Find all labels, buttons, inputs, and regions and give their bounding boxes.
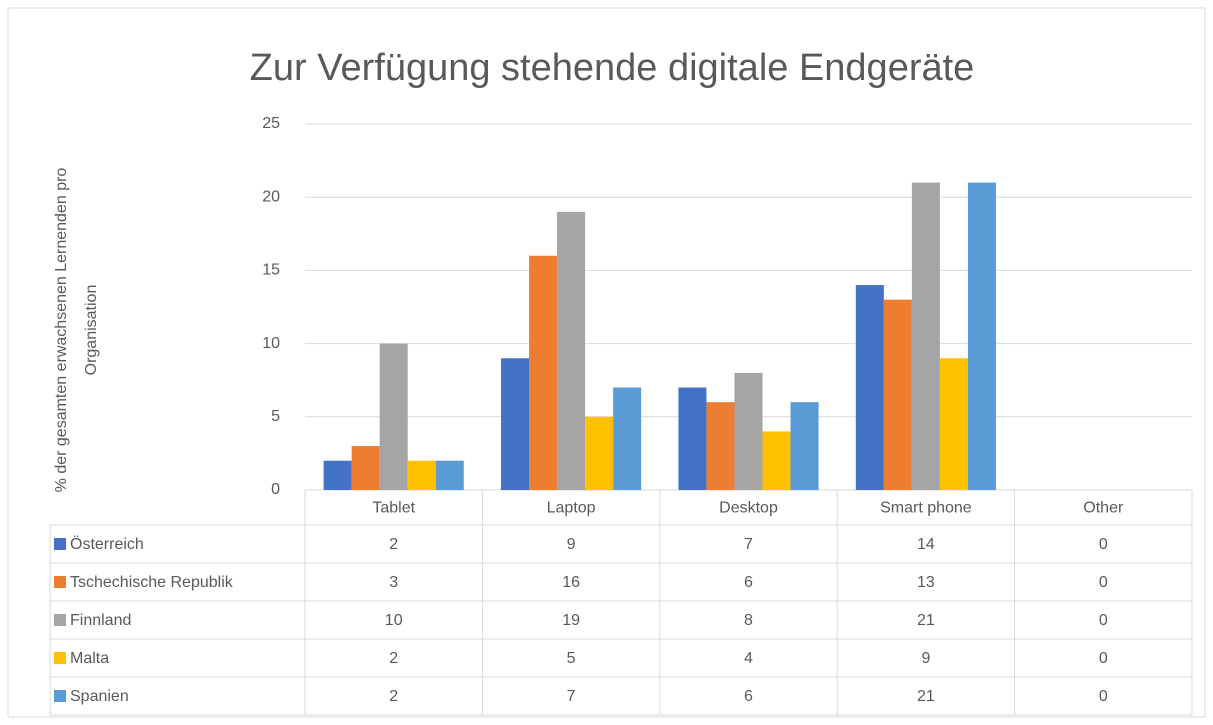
bar: [967, 182, 996, 490]
bar: [585, 416, 614, 490]
table-cell: 7: [567, 688, 576, 705]
legend-key: [54, 576, 66, 588]
x-tick-label: Laptop: [547, 500, 596, 517]
chart-border: [7, 7, 1206, 718]
table-cell: 8: [744, 612, 753, 629]
table-cell: 0: [1099, 574, 1108, 591]
table-cell: 21: [917, 688, 935, 705]
table-cell: 0: [1099, 536, 1108, 553]
y-tick-label: 10: [262, 335, 280, 352]
table-cell: 0: [1099, 612, 1108, 629]
table-cell: 9: [567, 536, 576, 553]
bar: [855, 285, 884, 490]
legend-key: [54, 614, 66, 626]
legend-key: [54, 652, 66, 664]
table-cell: 6: [744, 574, 753, 591]
table-cell: 10: [385, 612, 403, 629]
x-tick-label: Desktop: [719, 500, 778, 517]
table-cell: 9: [921, 650, 930, 667]
x-tick-label: Tablet: [372, 500, 415, 517]
bar: [351, 446, 380, 490]
table-cell: 19: [562, 612, 580, 629]
y-tick-label: 20: [262, 188, 280, 205]
table-cell: 16: [562, 574, 580, 591]
legend-key: [54, 538, 66, 550]
table-cell: 14: [917, 536, 935, 553]
x-tick-label: Smart phone: [880, 500, 972, 517]
bar: [734, 372, 763, 490]
legend-label: Finnland: [70, 612, 131, 629]
y-tick-label: 0: [271, 481, 280, 498]
y-axis-title: Organisation: [83, 285, 100, 376]
legend-key: [54, 690, 66, 702]
bar: [939, 358, 968, 490]
bar: [883, 299, 912, 490]
table-cell: 0: [1099, 650, 1108, 667]
y-tick-label: 25: [262, 115, 280, 132]
table-cell: 5: [567, 650, 576, 667]
y-tick-label: 5: [271, 408, 280, 425]
bar: [529, 255, 558, 490]
table-cell: 0: [1099, 688, 1108, 705]
bar: [323, 460, 352, 490]
table-cell: 6: [744, 688, 753, 705]
legend-label: Österreich: [70, 535, 144, 553]
chart-title: Zur Verfügung stehende digitale Endgerät…: [250, 47, 975, 89]
bar: [911, 182, 940, 490]
table-cell: 2: [389, 688, 398, 705]
table-cell: 4: [744, 650, 753, 667]
table-cell: 2: [389, 536, 398, 553]
bar: [557, 211, 586, 490]
table-cell: 13: [917, 574, 935, 591]
legend-label: Spanien: [70, 688, 129, 705]
bar: [678, 387, 707, 490]
table-cell: 3: [389, 574, 398, 591]
y-axis-title: % der gesamten erwachsenen Lernenden pro: [53, 168, 70, 493]
bar: [706, 402, 735, 490]
bar: [501, 358, 530, 490]
bar: [762, 431, 791, 490]
bar: [613, 387, 642, 490]
x-tick-label: Other: [1083, 500, 1124, 517]
bar: [407, 460, 436, 490]
y-tick-label: 15: [262, 262, 280, 279]
table-cell: 21: [917, 612, 935, 629]
bar: [435, 460, 464, 490]
table-cell: 2: [389, 650, 398, 667]
bar: [790, 402, 819, 490]
legend-label: Malta: [70, 650, 109, 667]
legend-label: Tschechische Republik: [70, 574, 234, 591]
table-cell: 7: [744, 536, 753, 553]
bar: [379, 343, 408, 490]
